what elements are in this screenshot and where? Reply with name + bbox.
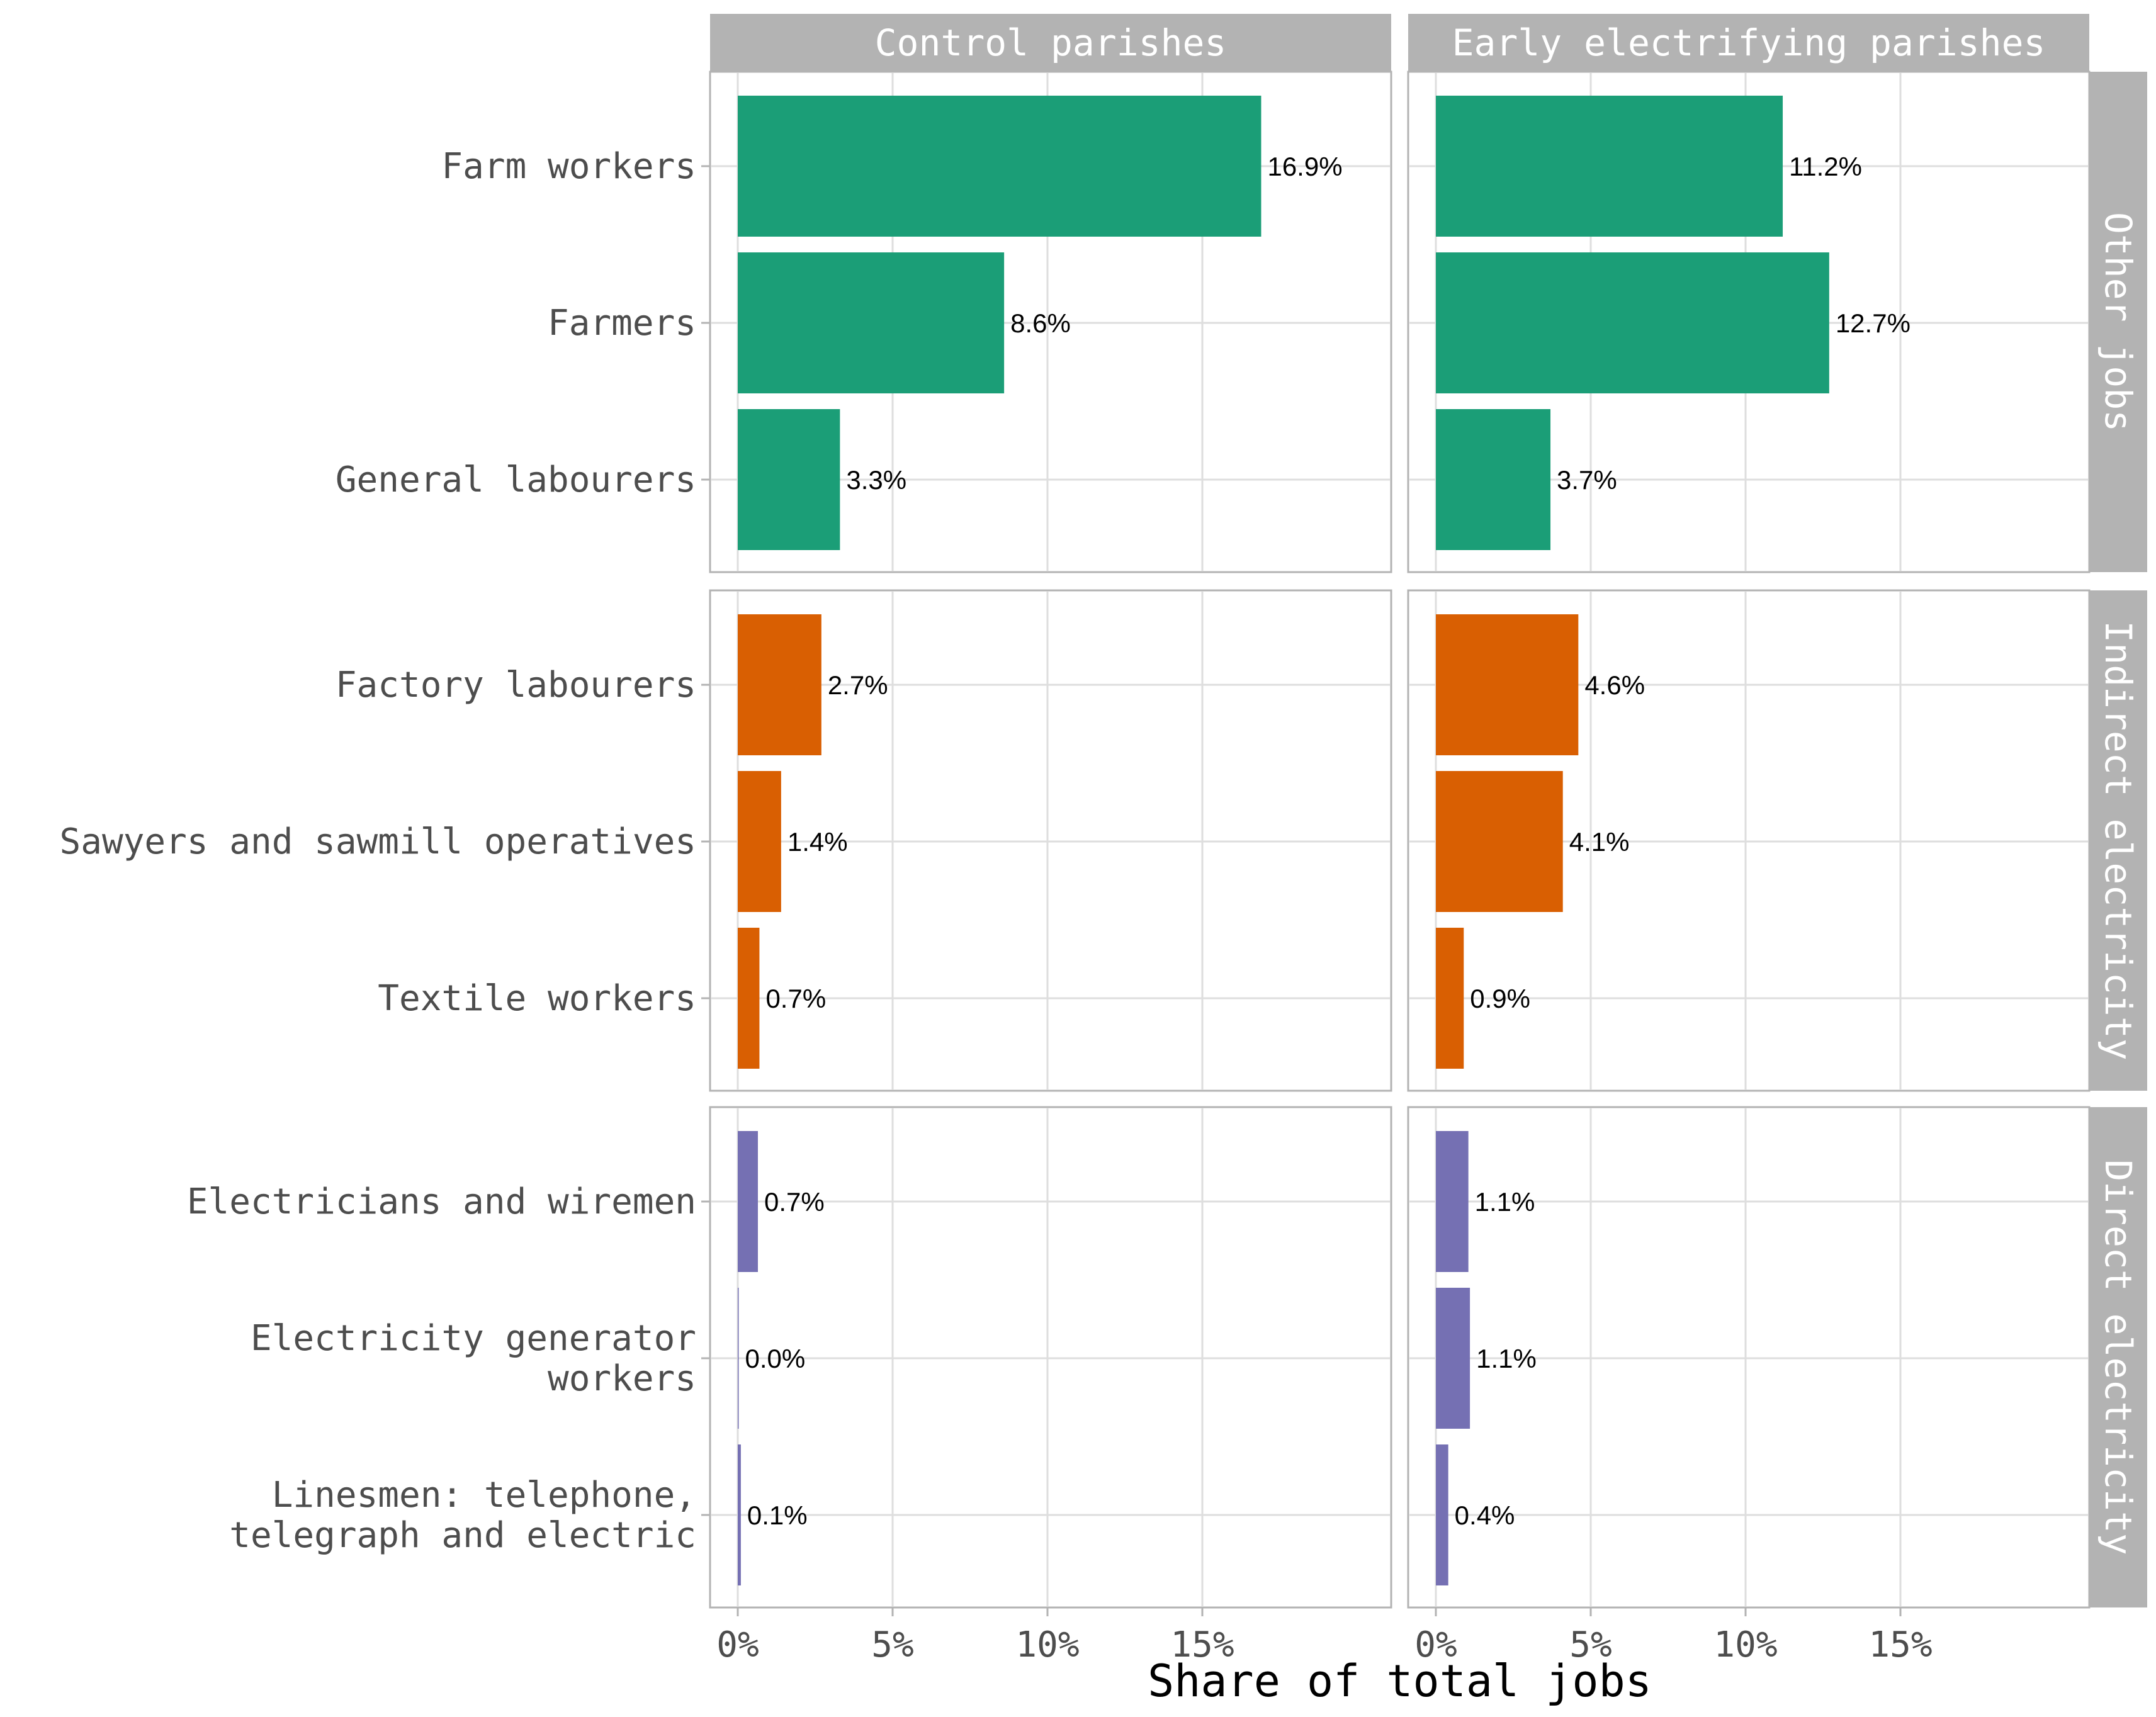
data-label: 4.1% bbox=[1569, 827, 1630, 857]
category-label: Electricians and wiremen bbox=[187, 1181, 696, 1222]
bar[interactable] bbox=[738, 614, 821, 755]
category-label-line: Factory labourers bbox=[336, 665, 696, 706]
data-label: 8.6% bbox=[1010, 308, 1071, 338]
data-label: 0.7% bbox=[765, 984, 826, 1013]
facet-column-label: Early electrifying parishes bbox=[1452, 21, 2046, 64]
data-label: 12.7% bbox=[1836, 308, 1910, 338]
facet-row-label: Indirect electricity bbox=[2097, 621, 2140, 1060]
bar[interactable] bbox=[738, 409, 840, 550]
bar[interactable] bbox=[738, 771, 781, 912]
x-tick-label: 0% bbox=[716, 1624, 759, 1665]
data-label: 0.9% bbox=[1470, 984, 1530, 1013]
category-label-line: Electricians and wiremen bbox=[187, 1181, 696, 1222]
bar[interactable] bbox=[738, 1131, 758, 1272]
facet-row-strip bbox=[2089, 590, 2147, 1091]
x-tick-label: 5% bbox=[871, 1624, 913, 1665]
bar[interactable] bbox=[1436, 1131, 1469, 1272]
facet-row-strip bbox=[2089, 1107, 2147, 1607]
data-label: 2.7% bbox=[828, 670, 888, 700]
facet-column-strip bbox=[710, 14, 1391, 72]
category-label-line: Farm workers bbox=[441, 146, 696, 187]
x-axis-title: Share of total jobs bbox=[1148, 1655, 1652, 1707]
bar[interactable] bbox=[1436, 1288, 1470, 1429]
data-label: 1.1% bbox=[1476, 1344, 1537, 1373]
bar[interactable] bbox=[738, 928, 760, 1069]
x-tick-label: 0% bbox=[1414, 1624, 1457, 1665]
category-label-line: Linesmen: telephone, bbox=[272, 1475, 696, 1516]
data-label: 1.1% bbox=[1475, 1187, 1535, 1217]
data-label: 0.1% bbox=[747, 1500, 808, 1530]
category-label: Electricity generator workers bbox=[251, 1318, 696, 1399]
category-label-line: workers bbox=[548, 1358, 696, 1399]
bar[interactable] bbox=[1436, 409, 1551, 550]
category-label: Farm workers bbox=[441, 146, 696, 187]
data-label: 1.4% bbox=[787, 827, 848, 857]
data-label: 0.0% bbox=[745, 1344, 806, 1373]
x-tick-label: 5% bbox=[1569, 1624, 1611, 1665]
bar[interactable] bbox=[738, 1288, 739, 1429]
data-label: 11.2% bbox=[1789, 152, 1862, 181]
category-label-line: telegraph and electric bbox=[229, 1515, 696, 1556]
bar[interactable] bbox=[738, 96, 1261, 237]
bar[interactable] bbox=[738, 1444, 741, 1585]
data-label: 4.6% bbox=[1584, 670, 1645, 700]
facet-row-label: Other jobs bbox=[2097, 212, 2140, 432]
bar[interactable] bbox=[1436, 1444, 1448, 1585]
data-label: 16.9% bbox=[1267, 152, 1342, 181]
facet-column-label: Control parishes bbox=[875, 21, 1227, 64]
bar[interactable] bbox=[1436, 96, 1783, 237]
x-tick-label: 10% bbox=[1015, 1624, 1079, 1665]
x-tick-label: 15% bbox=[1868, 1624, 1932, 1665]
category-label: Textile workers bbox=[378, 978, 696, 1019]
category-label-line: Textile workers bbox=[378, 978, 696, 1019]
category-label-line: Electricity generator bbox=[251, 1318, 696, 1359]
data-label: 0.7% bbox=[764, 1187, 825, 1217]
facet-row-strip bbox=[2089, 72, 2147, 572]
data-label: 0.4% bbox=[1455, 1500, 1515, 1530]
category-label: Farmers bbox=[548, 303, 696, 344]
facet-row-label: Direct electricity bbox=[2097, 1159, 2140, 1555]
category-label-line: General labourers bbox=[336, 459, 696, 500]
facet-column-strip bbox=[1408, 14, 2089, 72]
data-label: 3.3% bbox=[846, 465, 906, 495]
bar[interactable] bbox=[1436, 771, 1563, 912]
category-label: Sawyers and sawmill operatives bbox=[60, 821, 696, 862]
bar[interactable] bbox=[1436, 928, 1464, 1069]
bar[interactable] bbox=[1436, 252, 1829, 393]
bar[interactable] bbox=[738, 252, 1005, 393]
bar[interactable] bbox=[1436, 614, 1579, 755]
data-label: 3.7% bbox=[1557, 465, 1617, 495]
category-label: Linesmen: telephone, telegraph and electr… bbox=[229, 1475, 696, 1556]
category-label-line: Sawyers and sawmill operatives bbox=[60, 821, 696, 862]
x-tick-label: 10% bbox=[1713, 1624, 1777, 1665]
category-label: Factory labourers bbox=[336, 665, 696, 706]
category-label: General labourers bbox=[336, 459, 696, 500]
category-label-line: Farmers bbox=[548, 303, 696, 344]
x-tick-label: 15% bbox=[1170, 1624, 1234, 1665]
